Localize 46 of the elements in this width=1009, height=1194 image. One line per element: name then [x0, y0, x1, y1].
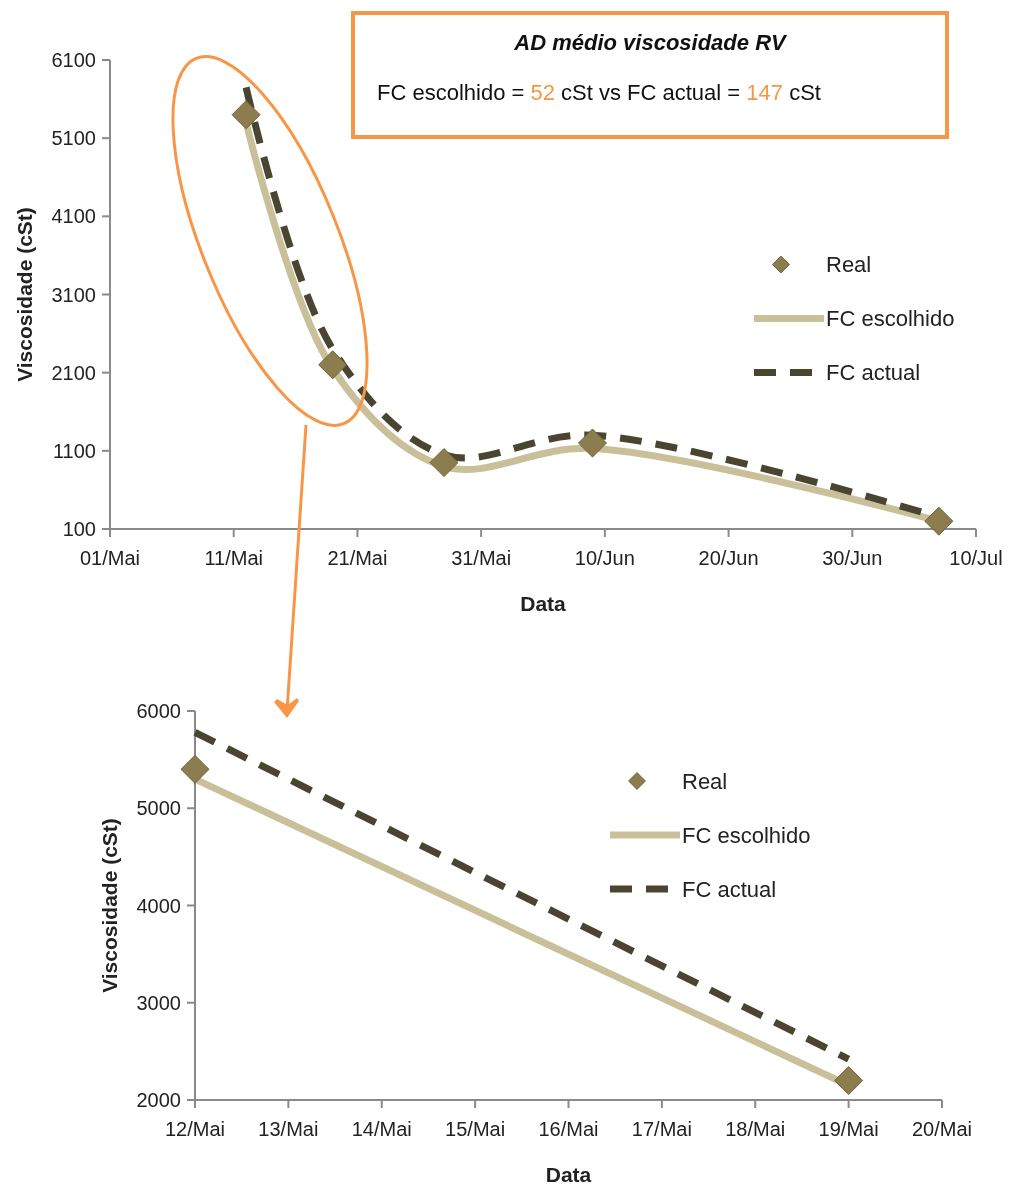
x-tick-label: 18/Mai — [725, 1118, 786, 1140]
chart-title: AD médio viscosidade RV — [513, 30, 789, 55]
y-axis-title: Viscosidade (cSt) — [98, 818, 121, 993]
y-tick-label: 2000 — [136, 1089, 181, 1111]
x-tick-label: 12/Mai — [164, 1118, 226, 1140]
x-tick-label: 11/Mai — [204, 547, 263, 569]
x-tick-label: 31/Mai — [451, 547, 512, 569]
y-tick-label: 6000 — [136, 700, 181, 722]
y-tick-label: 1100 — [52, 439, 96, 462]
legend-label: FC actual — [682, 876, 777, 902]
x-tick-label: 16/Mai — [538, 1118, 599, 1140]
x-tick-label: 01/Mai — [79, 547, 141, 569]
legend-label: Real — [826, 252, 872, 278]
y-tick-label: 3100 — [51, 283, 96, 306]
point — [318, 350, 348, 380]
y-tick-label: 5100 — [51, 127, 96, 150]
point — [231, 100, 261, 130]
x-tick-label: 13/Mai — [258, 1118, 319, 1140]
legend-label: FC actual — [826, 360, 921, 386]
point — [924, 506, 954, 536]
x-axis-title: Data — [545, 1163, 592, 1186]
x-axis-title: Data — [520, 592, 567, 615]
y-tick-label: 6100 — [51, 49, 96, 71]
x-tick-label: 20/Mai — [911, 1118, 973, 1140]
y-tick-label: 4000 — [136, 894, 181, 917]
x-tick-label: 15/Mai — [445, 1118, 506, 1140]
y-tick-label: 100 — [62, 518, 96, 540]
annotation: FC escolhido = 52 cSt vs FC actual = 147 cSt — [377, 80, 821, 105]
x-tick-label: 20/Jun — [698, 547, 759, 569]
x-tick-label: 21/Mai — [327, 547, 388, 569]
y-tick-label: 3000 — [136, 991, 181, 1014]
x-tick-label: 14/Mai — [351, 1118, 412, 1140]
y-tick-label: 5000 — [136, 797, 181, 820]
point — [429, 448, 459, 478]
legend-label: Real — [682, 768, 728, 794]
y-tick-label: 2100 — [51, 361, 96, 384]
y-tick-label: 4100 — [51, 205, 96, 228]
point — [577, 428, 607, 458]
legend-label: FC escolhido — [826, 306, 955, 332]
x-tick-label: 19/Mai — [818, 1118, 879, 1140]
x-tick-label: 17/Mai — [631, 1118, 692, 1140]
y-axis-title: Viscosidade (cSt) — [13, 207, 36, 382]
x-tick-label: 10/Jun — [574, 547, 635, 569]
legend-label: FC escolhido — [682, 822, 811, 848]
x-tick-label: 10/Jul — [949, 547, 1003, 569]
x-tick-label: 30/Jun — [822, 547, 883, 569]
